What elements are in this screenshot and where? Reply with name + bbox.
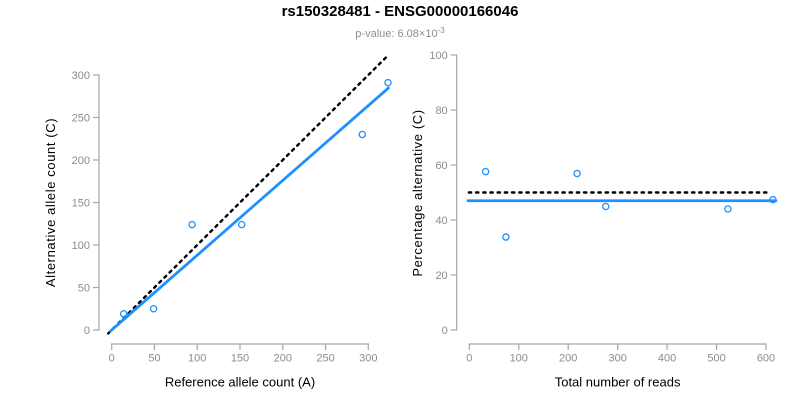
plot-left-axes-and-data: 0 50 100 150 200 250 300 0 50 100 150 200 250 300 [72, 54, 392, 365]
data-point [188, 220, 196, 229]
data-point [358, 130, 367, 139]
scatter-plot-allele-counts: 0 50 100 150 200 250 300 0 50 100 150 200 250 300 Ref… [43, 54, 392, 390]
data-point [502, 233, 510, 241]
y-tick-label: 150 [72, 197, 90, 209]
data-point [769, 195, 777, 204]
x-tick-label: 50 [148, 353, 160, 365]
y-tick-label: 100 [429, 50, 447, 62]
chart-subtitle: p-value: 6.08×10-3 [0, 24, 800, 41]
x-tick-label: 0 [109, 353, 115, 365]
y-tick-label: 300 [72, 70, 90, 82]
data-point [149, 304, 158, 313]
data-point [573, 169, 581, 178]
x-tick-label: 600 [757, 353, 775, 365]
left-x-axis-title: Reference allele count (A) [165, 375, 315, 390]
pvalue-exponent: -3 [437, 26, 445, 35]
x-tick-label: 200 [559, 353, 577, 365]
x-tick-label: 100 [188, 353, 206, 365]
y-tick-label: 200 [72, 155, 90, 167]
x-tick-label: 0 [466, 353, 472, 365]
y-tick-label: 80 [435, 105, 447, 117]
data-point [384, 78, 392, 87]
right-y-axis-title: Percentage alternative (C) [410, 109, 425, 276]
y-tick-label: 40 [435, 215, 447, 227]
chart-title: rs150328481 - ENSG00000166046 [281, 3, 519, 20]
y-tick-label: 60 [435, 160, 447, 172]
x-tick-label: 300 [359, 353, 377, 365]
y-tick-label: 50 [78, 282, 90, 294]
data-point [237, 220, 246, 229]
left-y-axis-title: Alternative allele count (C) [43, 118, 58, 287]
x-tick-label: 250 [316, 353, 334, 365]
data-point [724, 205, 732, 213]
y-tick-label: 100 [72, 240, 90, 252]
right-x-axis-title: Total number of reads [555, 375, 681, 390]
x-tick-label: 150 [231, 353, 249, 365]
y-tick-label: 0 [84, 325, 90, 337]
x-tick-label: 400 [658, 353, 676, 365]
y-tick-label: 0 [442, 325, 448, 337]
data-point [481, 167, 490, 176]
y-tick-label: 250 [72, 112, 90, 124]
x-tick-label: 100 [510, 353, 528, 365]
data-point [602, 202, 610, 211]
fitted-proportion-line [109, 86, 390, 333]
data-point [119, 310, 128, 318]
x-tick-label: 300 [608, 353, 626, 365]
x-tick-label: 500 [707, 353, 725, 365]
x-tick-label: 200 [274, 353, 292, 365]
y-tick-label: 20 [435, 270, 447, 282]
pvalue-text: p-value: 6.08×10 [355, 28, 438, 40]
plot-right-axes-and-data: 0 100 200 300 400 500 600 0 20 40 60 80 100 [429, 50, 778, 365]
scatter-plot-percentage-alternative: 0 100 200 300 400 500 600 0 20 40 60 80 100 Total nu… [410, 50, 778, 390]
identity-reference-line [107, 54, 389, 335]
